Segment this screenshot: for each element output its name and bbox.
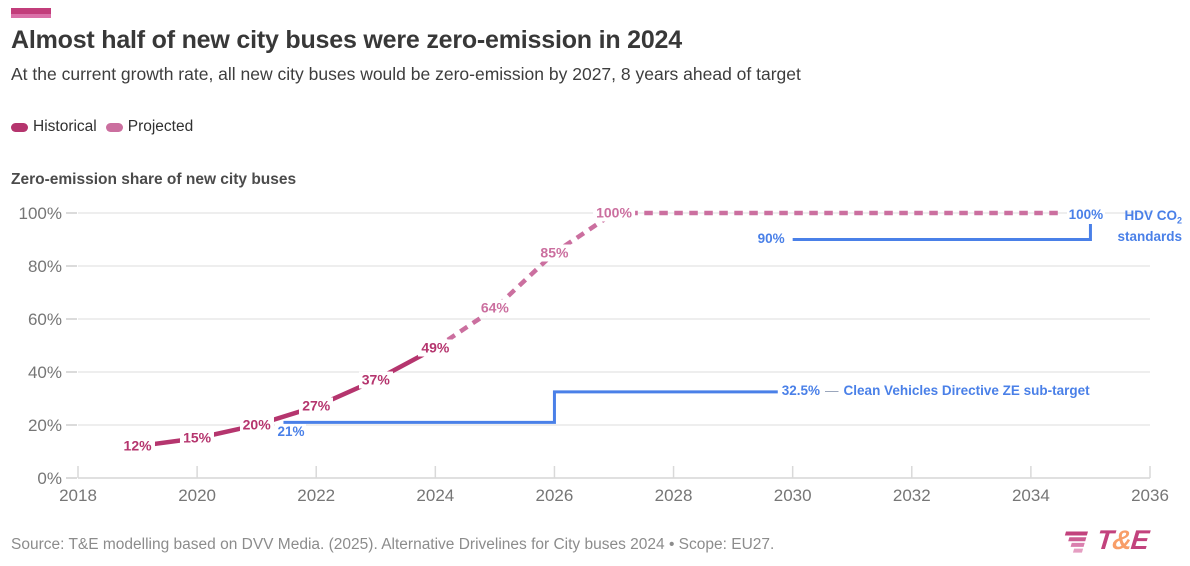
svg-text:60%: 60% xyxy=(28,310,62,329)
chart-title: Zero-emission share of new city buses xyxy=(11,171,297,188)
legend-item-projected[interactable]: Projected xyxy=(105,118,194,136)
svg-text:2024: 2024 xyxy=(416,486,454,505)
svg-text:20%: 20% xyxy=(28,416,62,435)
projected-swatch-icon xyxy=(105,122,123,132)
svg-text:2020: 2020 xyxy=(178,486,216,505)
svg-text:2036: 2036 xyxy=(1131,486,1169,505)
te-logo-icon xyxy=(1064,531,1088,553)
source-note: Source: T&E modelling based on DVV Media… xyxy=(11,536,775,553)
svg-text:100%: 100% xyxy=(19,204,62,223)
svg-text:2028: 2028 xyxy=(655,486,693,505)
legend-label-projected: Projected xyxy=(127,118,194,135)
legend-label-historical: Historical xyxy=(33,118,97,135)
svg-text:2018: 2018 xyxy=(59,486,97,505)
legend-item-historical[interactable]: Historical xyxy=(11,118,97,136)
svg-text:2034: 2034 xyxy=(1012,486,1050,505)
legend: Historical Projected xyxy=(11,118,193,136)
svg-text:2032: 2032 xyxy=(893,486,931,505)
svg-text:0%: 0% xyxy=(37,469,62,488)
svg-text:2026: 2026 xyxy=(536,486,574,505)
svg-text:80%: 80% xyxy=(28,257,62,276)
svg-text:2030: 2030 xyxy=(774,486,812,505)
te-logo-text: T&E xyxy=(1095,525,1150,555)
historical-swatch-icon xyxy=(11,122,28,132)
te-logo[interactable]: T&E xyxy=(1058,525,1150,555)
svg-text:2022: 2022 xyxy=(297,486,335,505)
svg-text:40%: 40% xyxy=(28,363,62,382)
accent-bar xyxy=(11,8,51,18)
page-title: Almost half of new city buses were zero-… xyxy=(11,26,682,54)
page-subtitle: At the current growth rate, all new city… xyxy=(11,64,801,84)
